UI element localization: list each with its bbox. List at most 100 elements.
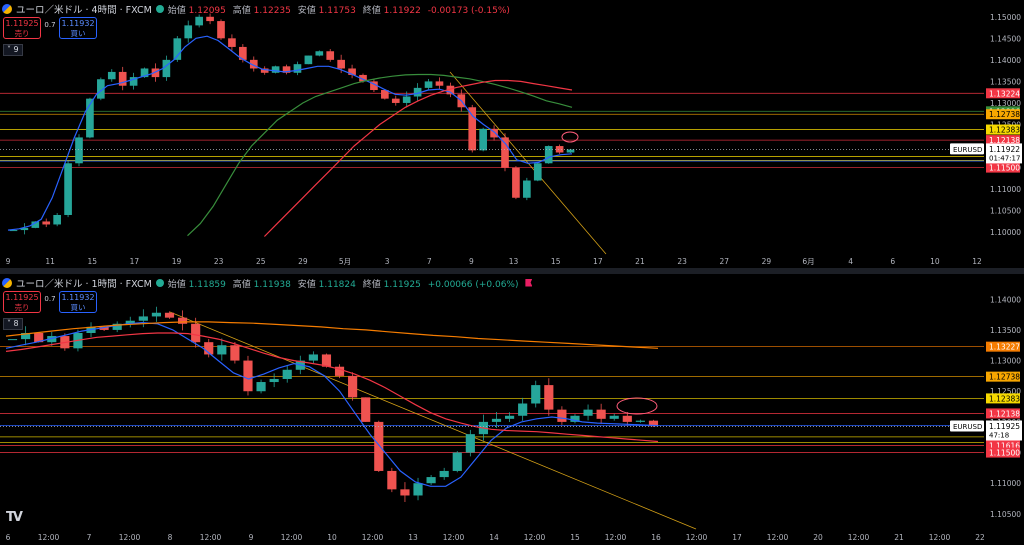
x-tick-label: 20 (813, 533, 823, 542)
moving-average-line (5, 321, 659, 349)
candle-body (107, 71, 116, 80)
pane-divider[interactable] (0, 268, 1024, 274)
candle-body (544, 146, 553, 164)
candle-body (635, 420, 645, 422)
price-axis-badge (986, 124, 1020, 135)
candle-body (413, 483, 423, 496)
x-tick-label: 11 (45, 257, 55, 266)
x-tick-label: 12:00 (443, 533, 465, 542)
candle-body (162, 59, 171, 78)
candle-body (505, 415, 515, 419)
price-axis-badge (986, 371, 1020, 382)
chart-pane-1h[interactable]: 1.140001.135001.130001.125001.120001.115… (0, 274, 1024, 542)
candle-body (465, 434, 475, 453)
candle-body (42, 221, 51, 225)
price-axis-badge-label: 1.12738 (989, 110, 1020, 119)
candle-body (151, 312, 161, 317)
price-axis-badge (986, 109, 1020, 120)
candle-body (426, 477, 436, 484)
symbol-badge (950, 420, 984, 432)
candle-body (512, 167, 520, 198)
candle-body (348, 375, 358, 398)
candle-body (184, 25, 193, 39)
chart-pane-4h[interactable]: 1.150001.145001.140001.135001.130001.125… (0, 0, 1024, 268)
candle-body (359, 74, 367, 82)
candle-body (544, 385, 554, 410)
price-axis-badge (986, 440, 1020, 451)
candle-body (446, 85, 455, 95)
y-tick-label: 1.13000 (990, 357, 1021, 366)
candle-body (75, 137, 83, 164)
highlight-circle (616, 397, 658, 415)
current-price-badge (986, 420, 1022, 441)
candle-body (334, 366, 345, 376)
candle-body (381, 90, 389, 99)
x-tick-label: 13 (408, 533, 418, 542)
y-tick-label: 1.14000 (990, 56, 1021, 65)
x-tick-label: 13 (509, 257, 519, 266)
candle-body (260, 68, 269, 73)
chart-title[interactable]: ユーロ／米ドル · 4時間 · FXCM (16, 5, 152, 16)
moving-average-line (187, 73, 573, 237)
y-tick-label: 1.15000 (990, 13, 1021, 22)
candle-body (230, 345, 240, 361)
change-value: +0.00066 (+0.06%) (427, 279, 519, 290)
candle-body (243, 360, 253, 392)
moving-average-line (5, 321, 659, 487)
indicator-toggle[interactable]: ˅ 8 (3, 318, 23, 330)
x-tick-label: 6 (890, 257, 895, 266)
x-tick-label: 29 (762, 257, 772, 266)
sell-button[interactable]: 1.11925 売り (3, 291, 41, 313)
y-tick-label: 1.14500 (990, 34, 1021, 43)
candle-body (31, 221, 40, 228)
candle-body (34, 332, 44, 343)
candle-body (566, 149, 575, 153)
x-tick-label: 9 (469, 257, 474, 266)
symbol-flag-icon (2, 278, 12, 288)
indicator-toggle[interactable]: ˅ 9 (3, 44, 23, 56)
x-tick-label: 12:00 (524, 533, 546, 542)
candle-body (304, 55, 313, 65)
x-tick-label: 7 (427, 257, 432, 266)
candle-body (164, 312, 175, 318)
x-tick-label: 12:00 (686, 533, 708, 542)
price-axis-badge-label: 1.13227 (989, 343, 1020, 352)
x-tick-label: 12:00 (119, 533, 141, 542)
price-axis-badge-label: 1.12383 (989, 394, 1020, 403)
y-tick-label: 1.11000 (990, 479, 1021, 488)
buy-button[interactable]: 1.11932 買い (59, 291, 97, 313)
y-tick-label: 1.13000 (990, 99, 1021, 108)
x-tick-label: 12:00 (38, 533, 60, 542)
x-tick-label: 12:00 (929, 533, 951, 542)
ohlc-values: 始値 1.12095 高値 1.12235 安値 1.11753 終値 1.11… (167, 5, 510, 16)
price-axis-badge-label: 1.12738 (989, 373, 1020, 382)
x-tick-label: 12:00 (848, 533, 870, 542)
moving-average-line (7, 35, 573, 231)
x-tick-label: 12:00 (605, 533, 627, 542)
candle-body (9, 230, 18, 232)
tradingview-logo-icon[interactable]: TV (6, 510, 23, 525)
candle-body (125, 320, 135, 324)
x-tick-label: 25 (256, 257, 266, 266)
candle-body (129, 77, 138, 86)
chart-title[interactable]: ユーロ／米ドル · 1時間 · FXCM (16, 279, 152, 290)
candle-body (53, 214, 61, 225)
x-tick-label: 4 (848, 257, 853, 266)
chart-canvas-1h[interactable]: 1.140001.135001.130001.125001.120001.115… (0, 274, 1024, 545)
candle-body (570, 415, 580, 422)
candle-body (173, 38, 182, 60)
chart-canvas-4h[interactable]: 1.150001.145001.140001.135001.130001.125… (0, 0, 1024, 268)
price-axis-badge (986, 408, 1020, 419)
buy-button[interactable]: 1.11932 買い (59, 17, 97, 39)
sell-button[interactable]: 1.11925 売り (3, 17, 41, 39)
x-tick-label: 6月 (802, 257, 814, 266)
flag-icon[interactable] (525, 278, 533, 287)
price-axis-badge-label: 1.11500 (989, 164, 1020, 173)
candle-body (21, 332, 31, 340)
x-tick-label: 12 (972, 257, 982, 266)
price-axis-badge-label: 1.11500 (989, 449, 1020, 458)
market-open-icon (155, 5, 164, 13)
price-axis-badge (986, 88, 1020, 99)
y-tick-label: 1.12500 (990, 387, 1021, 396)
x-tick-label: 8 (168, 533, 173, 542)
